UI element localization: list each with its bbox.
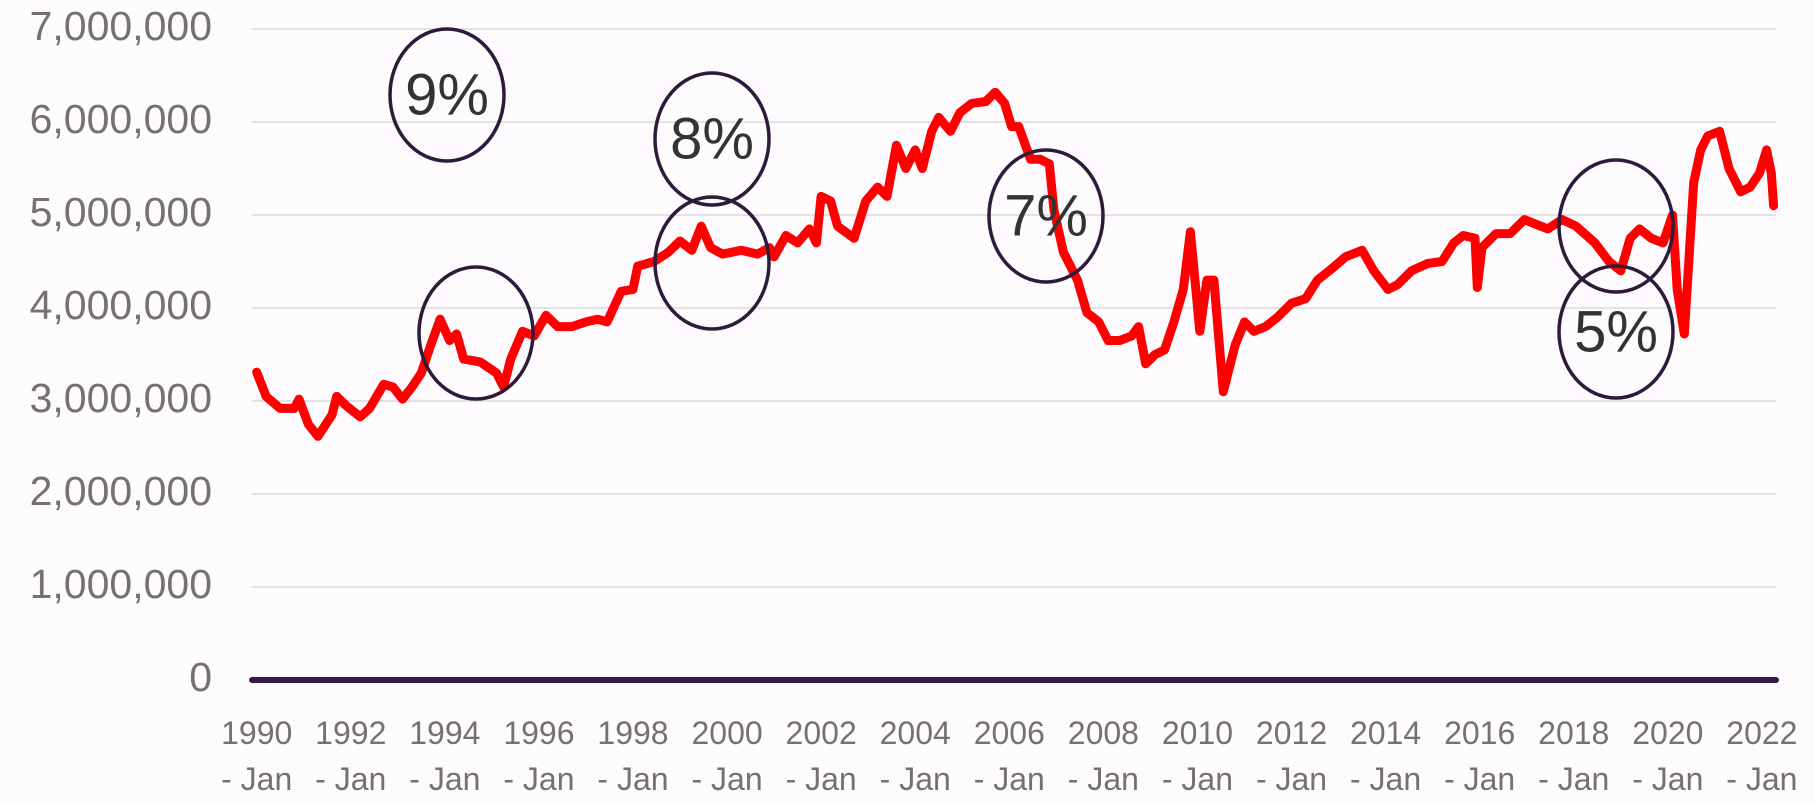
y-tick-label: 7,000,000 [30, 3, 212, 49]
y-tick-label: 6,000,000 [30, 96, 212, 142]
annotations: 9% 8% 7% 5% [388, 27, 1675, 401]
annotation: 5% [1574, 299, 1658, 364]
x-tick-label: 1990 - Jan [221, 715, 293, 797]
x-tick-label: 2000 - Jan [691, 715, 763, 797]
circle [653, 195, 771, 331]
circle [1557, 264, 1675, 400]
annotation: 7% [1004, 183, 1088, 248]
y-tick-label: 4,000,000 [30, 282, 212, 328]
y-tick-label: 0 [189, 654, 212, 700]
x-tick-label: 2012 - Jan [1255, 715, 1328, 797]
y-tick-label: 1,000,000 [30, 561, 212, 607]
annotation: 9% [405, 62, 489, 127]
x-tick-label: 2014 - Jan [1349, 715, 1422, 797]
y-tick-label: 2,000,000 [30, 468, 212, 514]
annotation: 8% [670, 106, 754, 171]
circle [987, 148, 1105, 284]
x-tick-label: 2018 - Jan [1538, 715, 1610, 797]
x-tick-label: 2008 - Jan [1067, 715, 1139, 797]
y-tick-label: 5,000,000 [30, 189, 212, 235]
x-tick-label: 2006 - Jan [973, 715, 1045, 797]
circle [388, 27, 506, 163]
lines [249, 87, 1779, 683]
grid [252, 28, 1776, 681]
x-tick-label: 2002 - Jan [785, 715, 857, 797]
line-series [252, 87, 1779, 441]
x-tick-label: 1992 - Jan [315, 715, 387, 797]
circle [653, 71, 771, 207]
x-tick-label: 2016 - Jan [1444, 715, 1516, 797]
x-tick-label: 1994 - Jan [409, 715, 481, 797]
x-tick-label: 2022 - Jan [1726, 715, 1798, 797]
circle [417, 265, 535, 401]
circle [1557, 158, 1675, 294]
x-tick-label: 2020 - Jan [1632, 715, 1704, 797]
y-tick-label: 3,000,000 [30, 375, 212, 421]
x-tick-label: 2010 - Jan [1161, 715, 1234, 797]
x-tick-label: 1998 - Jan [597, 715, 669, 797]
x-tick-label: 1996 - Jan [503, 715, 575, 797]
x-tick-label: 2004 - Jan [879, 715, 951, 797]
